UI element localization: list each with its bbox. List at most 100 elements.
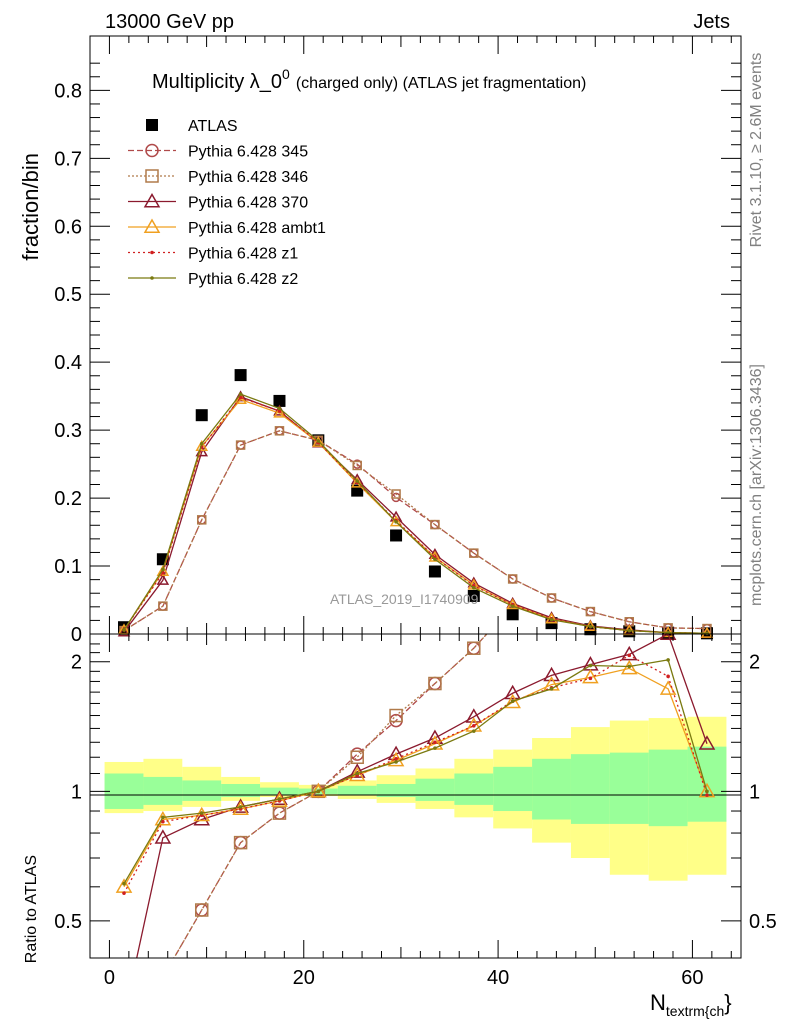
ratio-point-marker: [471, 723, 476, 728]
ratio-y-tick-label: 2: [71, 652, 82, 674]
header-left: 13000 GeV pp: [105, 11, 234, 33]
y-tick-label: 0.2: [54, 488, 82, 510]
ratio-point-marker: [350, 747, 364, 761]
ratio-point-marker: [666, 674, 670, 679]
ratio-point-marker: [272, 806, 287, 820]
main-panel: ATLAS Pythia 6.428 345 Pythia 6.428 346 Pyt…: [54, 35, 742, 646]
data-point-marker: [156, 564, 170, 576]
ratio-point-marker: [666, 658, 670, 662]
ratio-series-marks: [115, 634, 716, 958]
y-tick-label: 0.6: [54, 216, 82, 238]
x-axis-label-main: N: [650, 990, 666, 1015]
series-line: [123, 393, 708, 634]
data-point-marker: [469, 548, 479, 558]
ratio-point-marker: [355, 771, 360, 776]
data-point-marker: [433, 557, 437, 562]
legend-marker: [145, 143, 159, 158]
legend-label: Pythia 6.428 346: [188, 169, 308, 186]
ratio-point-marker: [193, 806, 211, 822]
data-point-marker: [507, 574, 518, 584]
legend-label: Pythia 6.428 z2: [188, 271, 298, 288]
series-6: [122, 392, 709, 636]
green-band-bin: [648, 749, 688, 827]
green-band-bin: [337, 785, 377, 796]
main-axes: 0 0.1 0.2 0.3 0.4 0.5 0.6 0.7 0.8: [54, 36, 741, 646]
legend-marker: [150, 250, 154, 255]
data-point-marker: [274, 426, 285, 436]
ratio-point-marker: [433, 740, 437, 745]
ratio-point-marker: [348, 763, 366, 778]
y-tick-label: 0.8: [54, 80, 82, 102]
data-point-marker: [355, 479, 360, 483]
main-title-text: Multiplicity λ_0: [152, 71, 282, 93]
series-2: [119, 426, 712, 636]
ratio-point-marker: [194, 903, 209, 917]
ratio-line: [136, 634, 708, 958]
green-band-bin: [143, 776, 183, 805]
x-tick-label: 0: [104, 967, 115, 989]
ratio-line: [123, 654, 708, 894]
ratio-series-1: [173, 634, 488, 958]
green-band-bin: [376, 783, 416, 798]
ratio-point-marker: [161, 819, 165, 824]
series-line: [123, 430, 708, 632]
y-tick-label: 0.3: [54, 420, 82, 442]
ratio-point-marker: [233, 835, 248, 850]
main-legend: ATLAS Pythia 6.428 345 Pythia 6.428 346 Pyt…: [128, 118, 326, 288]
ratio-point-marker: [161, 815, 165, 820]
ratio-point-marker: [199, 811, 204, 815]
data-point-marker: [273, 394, 286, 407]
ratio-point-marker: [238, 805, 243, 809]
y-tick-label: 0.7: [54, 148, 82, 170]
ratio-point-marker: [698, 735, 716, 750]
data-point-marker: [389, 515, 403, 527]
ratio-point-marker: [705, 793, 709, 797]
data-point-marker: [510, 604, 515, 608]
y-tick-label: 0.4: [54, 352, 82, 374]
data-point-marker: [705, 631, 709, 636]
data-point-marker: [471, 585, 476, 590]
ratio-point-marker: [350, 750, 364, 764]
legend-marker: [143, 192, 161, 208]
ratio-point-marker: [471, 729, 476, 733]
data-point-marker: [588, 624, 593, 629]
ratio-point-marker: [389, 708, 403, 723]
legend-label: ATLAS: [188, 118, 238, 135]
data-point-marker: [506, 608, 519, 621]
ratio-point-marker: [705, 789, 709, 794]
legend-label: Pythia 6.428 345: [188, 144, 308, 161]
ratio-y-tick-label: 1: [71, 781, 82, 803]
ratio-point-marker: [582, 668, 599, 684]
ratio-series-5: [122, 658, 709, 886]
legend-label: Pythia 6.428 ambt1: [188, 220, 326, 237]
ratio-axes: 0.5 0.51 12 20 20 40 60: [54, 634, 777, 989]
main-ylabel: fraction/bin: [18, 153, 43, 261]
ratio-point-marker: [387, 751, 405, 767]
ratio-point-marker: [504, 693, 521, 709]
data-point-marker: [238, 395, 243, 400]
ratio-line: [173, 634, 488, 958]
ratio-uncertainty-bands: [104, 716, 727, 881]
ratio-point-marker: [659, 634, 677, 640]
legend-label: Pythia 6.428 370: [188, 195, 308, 212]
ratio-point-marker: [316, 789, 321, 794]
ratio-line: [123, 659, 708, 885]
legend-marker: [143, 218, 161, 233]
data-point-marker: [277, 409, 282, 413]
data-point-marker: [277, 406, 282, 411]
green-band-bin: [609, 752, 649, 824]
green-band-bin: [182, 780, 222, 801]
ratio-point-marker: [428, 676, 442, 691]
ratio-point-marker: [193, 811, 211, 826]
ratio-point-marker: [467, 641, 481, 655]
ratio-frame: [89, 633, 742, 959]
ratio-point-marker: [588, 663, 593, 668]
ratio-point-marker: [549, 687, 554, 691]
green-band-bin: [493, 766, 533, 812]
data-point-marker: [199, 441, 204, 446]
data-point-marker: [312, 435, 325, 447]
ratio-point-marker: [394, 757, 398, 761]
x-tick-label: 60: [681, 967, 703, 989]
data-point-marker: [195, 439, 209, 451]
